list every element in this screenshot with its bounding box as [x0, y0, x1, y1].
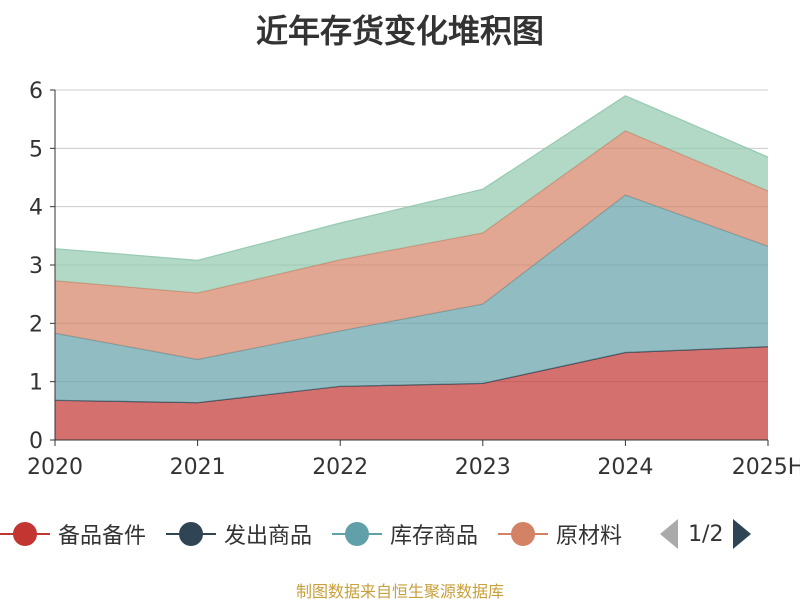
- legend-pager: 1/2: [660, 519, 752, 549]
- legend-symbol-raw-materials: [498, 522, 549, 546]
- line-series-4: [54, 95, 769, 261]
- x-tick-label-1: 2021: [170, 455, 226, 480]
- legend: 备品备件 发出商品 库存商品 原材料 1/2: [0, 516, 800, 552]
- legend-item-spare-parts[interactable]: 备品备件: [0, 518, 146, 550]
- y-tick-label-2: 2: [29, 312, 43, 337]
- legend-item-raw-materials[interactable]: 原材料: [498, 518, 622, 550]
- legend-label-inventory-goods: 库存商品: [390, 524, 479, 549]
- y-tick-label-5: 5: [29, 137, 43, 162]
- legend-label-raw-materials: 原材料: [556, 524, 623, 549]
- x-tick-label-5: 2025H: [732, 455, 800, 480]
- chart-title: 近年存货变化堆积图: [255, 12, 544, 50]
- area-series-3: [55, 130, 768, 360]
- x-tick-label-4: 2024: [597, 455, 653, 480]
- legend-item-goods-shipped[interactable]: 发出商品: [166, 518, 312, 550]
- legend-item-inventory-goods[interactable]: 库存商品: [332, 518, 478, 550]
- y-tick-label-3: 3: [29, 254, 43, 279]
- x-tick-label-0: 2020: [27, 455, 83, 480]
- data-source-note: 制图数据来自恒生聚源数据库: [295, 582, 504, 601]
- legend-symbol-spare-parts: [0, 522, 50, 546]
- legend-symbol-inventory-goods: [332, 522, 383, 546]
- area-series-0: [55, 346, 768, 440]
- legend-page-indicator: 1/2: [688, 521, 724, 547]
- area-series-4: [55, 95, 768, 293]
- legend-label-goods-shipped: 发出商品: [224, 524, 313, 549]
- legend-symbol-goods-shipped: [166, 522, 217, 546]
- y-tick-label-6: 6: [29, 79, 43, 104]
- x-tick-label-3: 2023: [455, 455, 511, 480]
- y-tick-label-4: 4: [29, 196, 43, 221]
- x-tick-label-2: 2022: [312, 455, 368, 480]
- legend-prev-page-icon[interactable]: [660, 519, 679, 549]
- stacked-area-chart: 0 1 2 3 4 5 6 2020 2021 2022 2023 2024 2025H: [27, 79, 800, 480]
- y-tick-label-0: 0: [29, 429, 43, 454]
- area-series-2: [55, 195, 768, 403]
- legend-label-spare-parts: 备品备件: [58, 524, 147, 549]
- legend-next-page-icon[interactable]: [733, 519, 752, 549]
- y-tick-label-1: 1: [29, 371, 43, 396]
